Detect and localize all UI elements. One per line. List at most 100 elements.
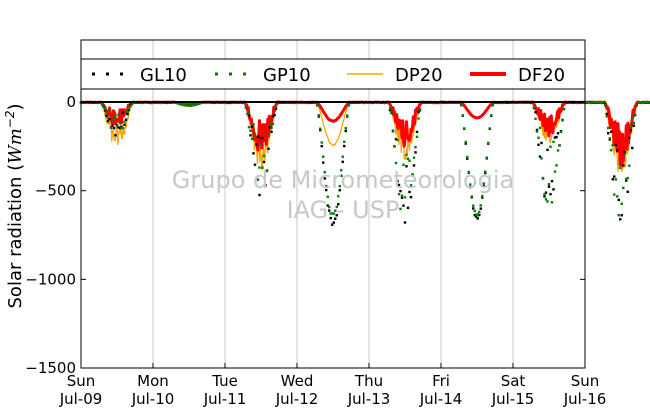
data-point [332,221,335,224]
data-point [199,102,202,105]
data-point [123,123,126,126]
data-point [409,184,413,187]
data-point [106,116,110,119]
data-point [319,128,322,132]
data-point [543,193,546,196]
data-point [482,184,485,188]
data-point [562,107,566,111]
data-point [484,171,487,175]
data-point [590,101,593,104]
data-point [106,119,110,123]
data-point [273,107,276,110]
data-point [475,215,478,218]
data-point [592,101,595,104]
data-point [472,207,475,210]
data-point [190,104,193,107]
data-point [547,183,551,186]
data-point [397,192,401,196]
data-point [390,110,393,114]
data-point [246,112,249,116]
data-point [476,217,479,220]
data-point [607,131,610,135]
legend-label: GL10 [140,65,187,86]
data-point [322,155,325,158]
data-point [347,103,350,107]
data-point [417,111,420,114]
data-point [388,108,392,112]
legend-marker [92,72,95,76]
data-point [418,108,422,111]
ylabel-close: ) [5,103,26,110]
data-point [478,210,481,214]
data-point [271,122,275,126]
data-point [328,209,331,212]
data-point [534,111,537,114]
data-point [544,198,548,201]
legend-marker [229,72,232,76]
data-point [111,118,114,122]
data-point [267,133,270,137]
data-point [626,190,629,193]
data-point [402,163,405,166]
data-point [644,101,647,104]
data-point [602,100,605,104]
data-point [343,140,346,143]
data-point [473,214,476,217]
data-point [196,103,199,106]
data-point [610,148,613,152]
data-point [460,103,463,107]
data-point [394,137,398,141]
data-point [244,105,248,109]
data-point [532,106,536,109]
data-point [274,104,278,108]
data-point [127,107,131,111]
data-point [114,114,117,117]
data-point [405,153,408,157]
x-tick-date: Jul-13 [347,390,391,408]
data-point [623,150,626,154]
data-point [114,134,117,137]
data-point [247,114,251,117]
data-point [249,134,252,137]
data-point [185,104,188,107]
data-point [399,207,402,211]
data-point [405,165,408,168]
data-point [270,126,273,129]
data-point [258,193,261,197]
data-point [605,112,608,116]
data-point [396,138,399,142]
data-point [100,103,104,106]
x-axis: SunJul-09MonJul-10TueJul-11WedJul-12ThuJ… [59,363,606,408]
data-point [121,126,125,130]
legend-marker [120,72,123,76]
data-point [414,146,417,149]
data-point [469,183,472,186]
legend-item-df20: DF20 [470,65,565,86]
data-point [466,157,469,160]
series-dp20 [80,101,650,173]
data-point [491,103,494,107]
data-point [338,188,341,192]
data-point [325,188,328,192]
data-point [481,196,484,199]
y-tick-label: 0 [66,93,76,111]
data-point [400,196,404,199]
data-point [622,186,625,190]
data-point [270,130,273,134]
data-point [340,169,343,172]
data-point [253,132,257,136]
data-point [123,120,126,124]
data-point [179,102,182,106]
data-point [540,157,543,160]
data-point [120,125,123,128]
x-tick-date: Jul-12 [275,390,319,408]
data-point [613,175,616,178]
data-point [259,136,263,140]
data-point [262,154,266,158]
data-point [613,193,616,196]
data-point [253,163,257,166]
x-tick-day: Wed [281,372,314,390]
data-point [619,166,622,170]
data-point [191,104,194,107]
